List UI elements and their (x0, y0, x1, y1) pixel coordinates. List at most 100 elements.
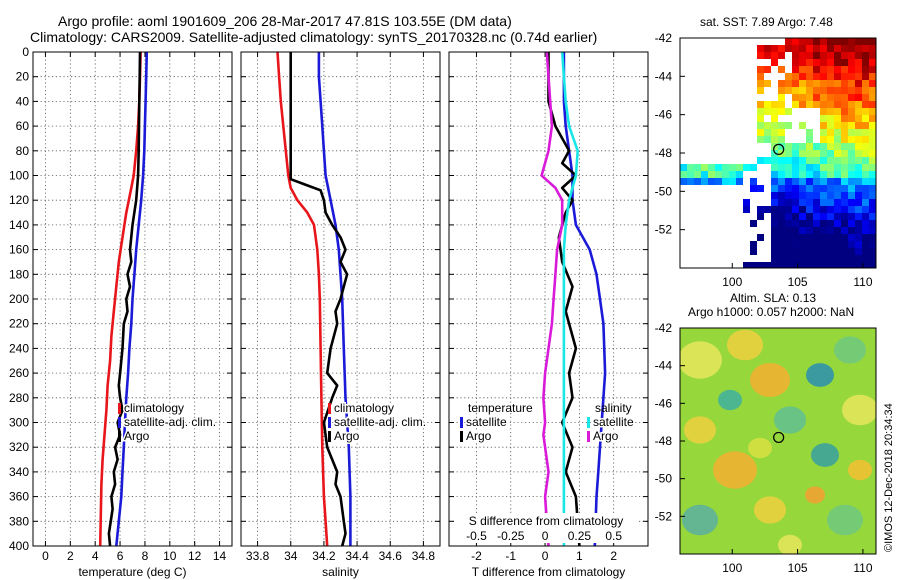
sst-cell (848, 150, 855, 157)
sst-cell (869, 66, 876, 73)
sst-cell (792, 80, 799, 87)
sst-cell (771, 52, 778, 59)
sst-cell (869, 129, 876, 136)
sst-cell (806, 262, 813, 268)
sst-cell (862, 255, 869, 262)
map-y-tick-label: -52 (655, 223, 673, 237)
sst-cell (834, 213, 841, 220)
sst-cell (827, 213, 834, 220)
sst-cell (834, 164, 841, 171)
sla-blob (806, 363, 834, 387)
sst-cell (869, 87, 876, 94)
sst-cell (806, 38, 813, 45)
sst-cell (750, 220, 757, 227)
sst-cell (757, 213, 764, 220)
sst-cell (855, 80, 862, 87)
map-y-tick-label: -52 (655, 509, 673, 523)
sst-cell (820, 80, 827, 87)
sst-cell (813, 94, 820, 101)
sst-cell (701, 178, 708, 185)
sst-cell (820, 171, 827, 178)
sst-cell (813, 80, 820, 87)
sla-blob (834, 336, 866, 364)
sst-cell (841, 52, 848, 59)
sst-cell (813, 87, 820, 94)
sst-cell (792, 143, 799, 150)
sst-cell (848, 143, 855, 150)
sst-cell (792, 87, 799, 94)
sst-cell (771, 171, 778, 178)
sst-cell (827, 199, 834, 206)
sst-cell (820, 108, 827, 115)
sst-cell (869, 178, 876, 185)
y-tick-label: 340 (9, 465, 29, 479)
x-tick-label: 8 (142, 549, 149, 563)
sst-cell (841, 220, 848, 227)
sst-cell (834, 94, 841, 101)
sst-cell (820, 59, 827, 66)
sst-cell (792, 220, 799, 227)
sst-cell (764, 52, 771, 59)
sst-cell (841, 248, 848, 255)
sst-cell (792, 150, 799, 157)
sst-cell (799, 45, 806, 52)
sst-cell (813, 206, 820, 213)
sst-cell (778, 157, 785, 164)
sst-cell (806, 234, 813, 241)
sst-cell (820, 227, 827, 234)
sst-cell (820, 248, 827, 255)
y-tick-label: 220 (9, 317, 29, 331)
x-tick-label: 33.8 (246, 549, 270, 563)
x-tick-label: 14 (213, 549, 227, 563)
sst-cell (757, 185, 764, 192)
sst-cell (855, 122, 862, 129)
sst-cell (764, 80, 771, 87)
sst-cell (848, 185, 855, 192)
sst-cell (827, 59, 834, 66)
sst-cell (813, 73, 820, 80)
sst-cell (827, 192, 834, 199)
sla-blob (811, 443, 839, 467)
sst-cell (834, 143, 841, 150)
sst-cell (841, 129, 848, 136)
sst-cell (806, 164, 813, 171)
sst-cell (855, 45, 862, 52)
sst-cell (855, 52, 862, 59)
sst-cell (820, 73, 827, 80)
plot-frame (448, 51, 649, 547)
x-tick-label: 34.4 (345, 549, 369, 563)
sst-cell (862, 150, 869, 157)
sst-cell (813, 213, 820, 220)
sst-cell (869, 73, 876, 80)
plot-frame (240, 51, 441, 547)
sst-cell (862, 220, 869, 227)
sst-cell (813, 227, 820, 234)
sst-cell (848, 171, 855, 178)
sst-cell (757, 101, 764, 108)
sst-cell (834, 115, 841, 122)
sst-cell (750, 248, 757, 255)
x-axis-label: T difference from climatology (472, 565, 626, 579)
series-line-argo (289, 52, 349, 547)
sst-cell (848, 45, 855, 52)
sst-cell (855, 234, 862, 241)
sst-cell (778, 262, 785, 268)
sst-cell (820, 45, 827, 52)
map-y-tick-label: -50 (655, 472, 673, 486)
sst-map (680, 38, 876, 268)
sst-cell (792, 73, 799, 80)
x-tick-label: 34.2 (312, 549, 336, 563)
sst-cell (757, 108, 764, 115)
imos-credit: ©IMOS 12-Dec-2018 20:34:34 (883, 403, 895, 552)
sst-cell (834, 122, 841, 129)
sst-cell (785, 234, 792, 241)
sla-blob (750, 363, 790, 397)
map-y-tick-label: -48 (655, 434, 673, 448)
sst-cell (869, 220, 876, 227)
sst-cell (729, 178, 736, 185)
sst-cell (834, 178, 841, 185)
sst-cell (834, 66, 841, 73)
sst-cell (806, 171, 813, 178)
sst-cell (862, 108, 869, 115)
sst-cell (792, 206, 799, 213)
